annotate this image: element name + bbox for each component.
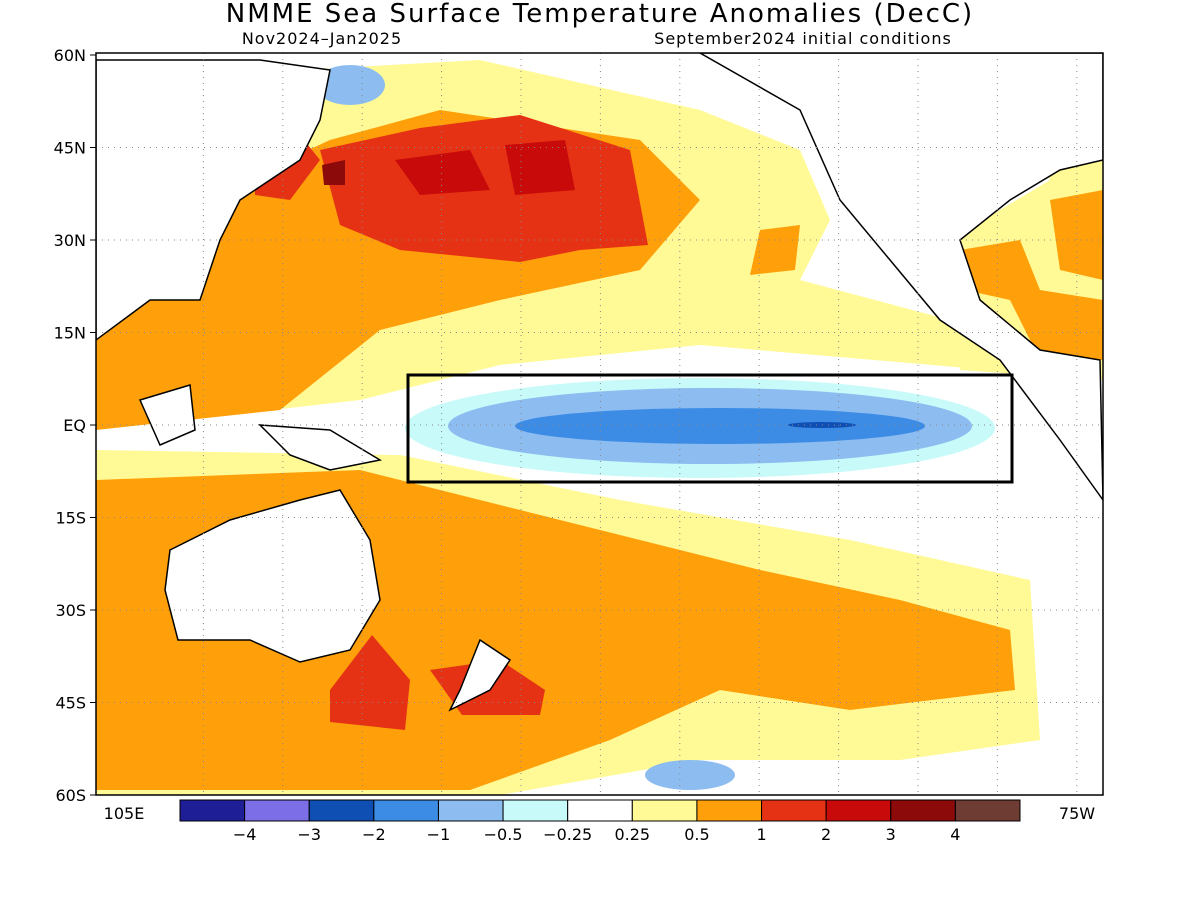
- colorbar-box: [373, 799, 439, 822]
- map-frame: [95, 52, 1104, 796]
- lat-label: 45S: [55, 694, 86, 713]
- grid: [96, 53, 1103, 795]
- nino-box: [406, 373, 1014, 484]
- anomaly-area: [505, 140, 575, 195]
- colorbar-box: [825, 799, 892, 822]
- anomaly-area: [315, 65, 385, 105]
- colorbar-label: 1: [756, 825, 766, 844]
- colorbar-box: [502, 799, 569, 822]
- colorbar-label: 0.5: [684, 825, 709, 844]
- colorbar-label: 0.25: [614, 825, 650, 844]
- lat-label: 30S: [55, 601, 86, 620]
- anomaly-area: [395, 150, 490, 195]
- lat-label: 30N: [54, 231, 86, 250]
- anomaly-area: [645, 760, 735, 790]
- anomaly-area: [515, 408, 925, 444]
- lon-label: 105E: [104, 804, 145, 823]
- initial-conditions: September2024 initial conditions: [654, 29, 952, 48]
- anomaly-area: [960, 240, 1103, 360]
- lat-label: 15N: [54, 324, 86, 343]
- anomaly-area: [330, 635, 410, 730]
- land: [448, 638, 512, 712]
- lat-label: 60N: [54, 46, 86, 65]
- land: [258, 424, 383, 471]
- colorbar-box: [308, 799, 375, 822]
- colorbar-label: −0.25: [543, 825, 592, 844]
- colorbar-label: 3: [886, 825, 896, 844]
- anomaly-area: [322, 160, 345, 185]
- colorbar-box: [696, 799, 763, 822]
- colorbar-box: [437, 799, 504, 822]
- colorbar-label: 2: [821, 825, 831, 844]
- lat-label: 60S: [55, 786, 86, 805]
- colorbar-box: [761, 799, 827, 822]
- colorbar-box: [631, 799, 698, 822]
- colorbar-box: [244, 799, 310, 822]
- colorbar-box: [954, 799, 1021, 822]
- colorbar-label: −1: [427, 825, 451, 844]
- land: [138, 384, 196, 446]
- colorbar-label: −3: [297, 825, 321, 844]
- lat-label: 45N: [54, 139, 86, 158]
- anomaly-area: [750, 225, 800, 275]
- colorbar-box: [179, 799, 246, 822]
- colorbar-label: −2: [362, 825, 386, 844]
- land: [698, 53, 1103, 502]
- lat-label: 15S: [55, 509, 86, 528]
- colorbar-label: 4: [950, 825, 960, 844]
- anomaly-area: [1050, 190, 1103, 280]
- land: [96, 59, 331, 341]
- land: [164, 489, 381, 663]
- lat-label: EQ: [63, 416, 86, 435]
- colorbar-label: −4: [233, 825, 257, 844]
- colorbar-box: [567, 799, 633, 822]
- period: Nov2024–Jan2025: [242, 29, 402, 48]
- colorbar-label: −0.5: [484, 825, 523, 844]
- title: NMME Sea Surface Temperature Anomalies (…: [226, 0, 974, 29]
- colorbar-box: [890, 799, 956, 822]
- map-field: [96, 53, 1103, 795]
- lon-label: 75W: [1059, 804, 1095, 823]
